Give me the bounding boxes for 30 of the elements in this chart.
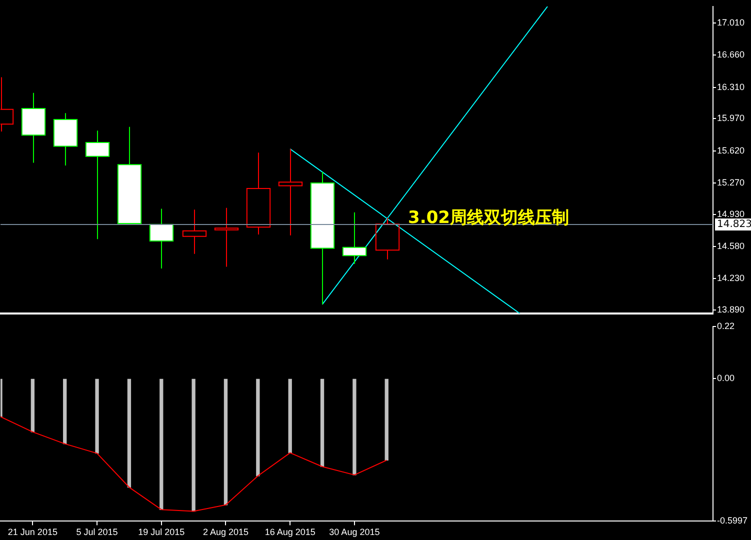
candlestick [21, 92, 46, 164]
x-tick-label: 30 Aug 2015 [329, 527, 380, 538]
x-tick-label: 19 Jul 2015 [138, 527, 185, 538]
y-tick-label: 0.00 [717, 373, 735, 384]
y-tick-label: 14.230 [717, 273, 745, 284]
y-tick-label: 17.010 [717, 17, 745, 28]
candlestick [117, 126, 142, 224]
y-tick-label: 14.580 [717, 240, 745, 251]
y-tick-label: 13.890 [717, 304, 745, 314]
candlestick [310, 171, 335, 305]
y-tick-label: 15.620 [717, 145, 745, 156]
candlestick [53, 112, 78, 166]
y-tick-label: 16.310 [717, 82, 745, 92]
candlestick [278, 148, 303, 236]
y-tick-label: 15.270 [717, 177, 745, 188]
candlestick [375, 217, 400, 260]
ref-line-label: 14.823 [717, 219, 751, 230]
x-tick-label: 16 Aug 2015 [264, 527, 316, 538]
annotation: 3.02周线双切线压制 [408, 208, 570, 228]
y-tick-label: 0.22 [717, 320, 735, 331]
x-tick-label: 5 Jul 2015 [76, 527, 118, 538]
x-tick-label: 21 Jun 2015 [8, 527, 58, 538]
candlestick [246, 152, 271, 235]
y-tick-label: 14.930 [717, 208, 745, 219]
y-tick-label: -0.5997 [717, 516, 748, 526]
x-tick-label: 2 Aug 2015 [202, 527, 249, 538]
y-tick-label: 16.660 [717, 50, 745, 60]
candlestick [182, 209, 207, 254]
candlestick [214, 207, 239, 268]
y-tick-label: 15.970 [717, 113, 745, 124]
